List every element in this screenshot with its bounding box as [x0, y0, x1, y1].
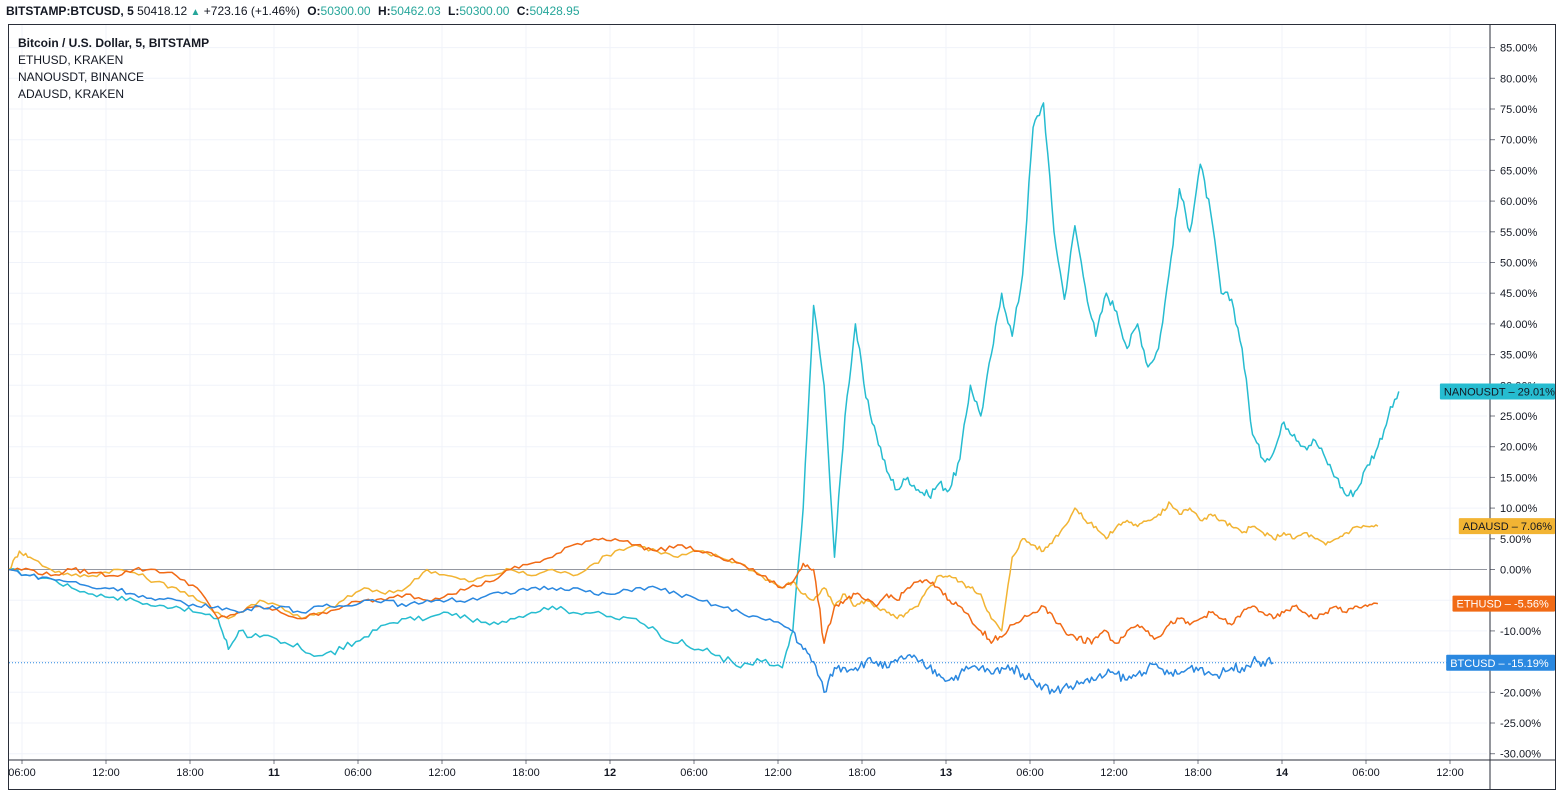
- y-tick-label: 40.00%: [1500, 319, 1538, 331]
- legend-item-eth[interactable]: ETHUSD, KRAKEN: [18, 53, 124, 67]
- x-tick-label: 12:00: [428, 767, 456, 779]
- x-tick-label: 18:00: [512, 767, 540, 779]
- series-line-nanousdt[interactable]: [8, 102, 1400, 669]
- x-tick-label: 18:00: [848, 767, 876, 779]
- y-tick-label: 5.00%: [1500, 534, 1531, 546]
- last-value-label-adausd: ADAUSD – 7.06%: [1463, 521, 1552, 533]
- header-open-label: O:: [307, 4, 321, 18]
- y-tick-label: -30.00%: [1500, 749, 1541, 761]
- y-tick-label: 85.00%: [1500, 43, 1538, 55]
- y-tick-label: -20.00%: [1500, 687, 1541, 699]
- legend-item-nano[interactable]: NANOUSDT, BINANCE: [18, 70, 145, 84]
- y-tick-label: 65.00%: [1500, 165, 1538, 177]
- y-tick-label: 80.00%: [1500, 73, 1538, 85]
- y-tick-label: 60.00%: [1500, 196, 1538, 208]
- y-tick-label: 75.00%: [1500, 104, 1538, 116]
- legend-item-ada[interactable]: ADAUSD, KRAKEN: [18, 87, 125, 101]
- x-tick-label: 06:00: [1016, 767, 1044, 779]
- header-close-label: C:: [516, 4, 530, 18]
- y-tick-label: 50.00%: [1500, 258, 1538, 270]
- header-symbol[interactable]: BITSTAMP:BTCUSD, 5: [6, 4, 134, 18]
- chart-frame: [8, 24, 1556, 790]
- x-tick-label: 12:00: [92, 767, 120, 779]
- x-tick-label: 06:00: [344, 767, 372, 779]
- x-tick-label: 18:00: [1184, 767, 1212, 779]
- last-value-badge-ethusd: [1452, 595, 1555, 612]
- header-high: 50462.03: [390, 4, 441, 18]
- series-line-btcusd[interactable]: [8, 568, 1274, 695]
- x-tick-label: 12:00: [1100, 767, 1128, 779]
- y-tick-label: 70.00%: [1500, 135, 1538, 147]
- x-tick-label: 11: [268, 767, 280, 779]
- y-tick-label: 20.00%: [1500, 442, 1538, 454]
- x-tick-label: 13: [940, 767, 952, 779]
- x-tick-label: 14: [1276, 767, 1289, 779]
- y-tick-label: 55.00%: [1500, 227, 1538, 239]
- y-tick-label: 0.00%: [1500, 565, 1531, 577]
- y-tick-label: -25.00%: [1500, 718, 1541, 730]
- legend-item-btc[interactable]: Bitcoin / U.S. Dollar, 5, BITSTAMP: [18, 36, 210, 50]
- symbol-header: BITSTAMP:BTCUSD, 5 50418.12 ▲ +723.16 (+…: [0, 0, 1562, 22]
- header-low: 50300.00: [459, 4, 510, 18]
- last-value-badge-adausd: [1458, 518, 1555, 535]
- header-last: 50418.12: [137, 4, 188, 18]
- last-value-badge-btcusd: [1446, 654, 1555, 671]
- x-tick-label: 18:00: [176, 767, 204, 779]
- y-tick-label: 25.00%: [1500, 411, 1538, 423]
- y-tick-label: 35.00%: [1500, 350, 1538, 362]
- x-tick-label: 06:00: [8, 767, 36, 779]
- y-tick-label: 15.00%: [1500, 472, 1538, 484]
- last-value-label-btcusd: BTCUSD – -15.19%: [1450, 658, 1549, 670]
- header-change: +723.16 (+1.46%): [203, 4, 300, 18]
- series-line-ethusd[interactable]: [8, 537, 1379, 645]
- x-tick-label: 12:00: [764, 767, 792, 779]
- series-legend: Bitcoin / U.S. Dollar, 5, BITSTAMP ETHUS…: [18, 35, 209, 103]
- last-value-label-nanousdt: NANOUSDT – 29.01%: [1444, 386, 1555, 398]
- header-low-label: L:: [448, 4, 460, 18]
- up-triangle-icon: ▲: [190, 7, 201, 18]
- x-tick-label: 06:00: [1352, 767, 1380, 779]
- y-tick-label: -10.00%: [1500, 626, 1541, 638]
- header-high-label: H:: [377, 4, 391, 18]
- x-tick-label: 12: [604, 767, 616, 779]
- x-tick-label: 12:00: [1436, 767, 1464, 779]
- y-tick-label: 10.00%: [1500, 503, 1538, 515]
- last-value-badge-nanousdt: [1439, 383, 1555, 400]
- last-value-label-ethusd: ETHUSD – -5.56%: [1457, 599, 1550, 611]
- header-close: 50428.95: [529, 4, 580, 18]
- x-tick-label: 06:00: [680, 767, 708, 779]
- header-open: 50300.00: [320, 4, 371, 18]
- y-tick-label: 45.00%: [1500, 288, 1538, 300]
